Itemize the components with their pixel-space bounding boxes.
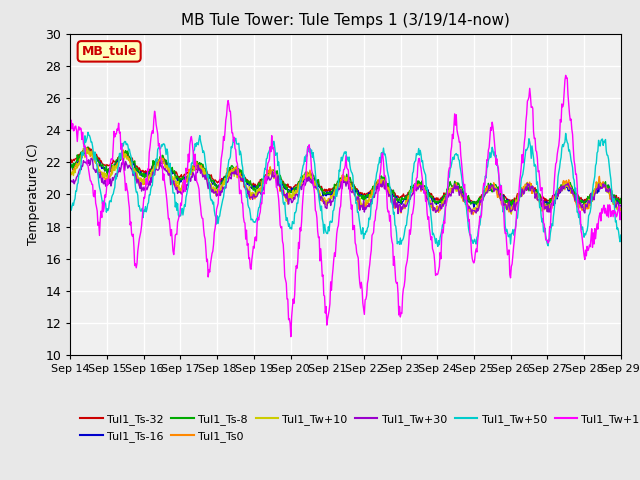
Tul1_Tw+30 bbox=[413, 184, 421, 190]
Line: Tul1_Tw+10: Tul1_Tw+10 bbox=[70, 150, 621, 214]
Tul1_Ts-8 bbox=[617, 196, 625, 202]
Y-axis label: Temperature (C): Temperature (C) bbox=[27, 144, 40, 245]
Line: Tul1_Ts0: Tul1_Ts0 bbox=[70, 148, 621, 215]
Tul1_Ts-32 bbox=[617, 197, 625, 203]
Tul1_Ts0 bbox=[413, 185, 421, 191]
Tul1_Ts-16 bbox=[77, 154, 84, 160]
Tul1_Ts-8 bbox=[413, 178, 421, 184]
Tul1_Tw+10 bbox=[508, 211, 515, 217]
Tul1_Ts-8 bbox=[429, 198, 437, 204]
Tul1_Tw+10 bbox=[67, 168, 74, 173]
Tul1_Tw+10 bbox=[84, 147, 92, 153]
Tul1_Ts-16 bbox=[67, 160, 74, 166]
Tul1_Tw+100 bbox=[189, 146, 196, 152]
Tul1_Ts0 bbox=[429, 204, 437, 210]
Tul1_Tw+50 bbox=[429, 230, 437, 236]
Tul1_Ts-16 bbox=[508, 204, 515, 210]
Tul1_Tw+10 bbox=[617, 207, 625, 213]
Tul1_Ts0 bbox=[83, 145, 90, 151]
Tul1_Ts-32 bbox=[413, 182, 421, 188]
Tul1_Tw+10 bbox=[219, 184, 227, 190]
Legend: Tul1_Ts-32, Tul1_Ts-16, Tul1_Ts-8, Tul1_Ts0, Tul1_Tw+10, Tul1_Tw+30, Tul1_Tw+50,: Tul1_Ts-32, Tul1_Ts-16, Tul1_Ts-8, Tul1_… bbox=[76, 410, 640, 446]
Tul1_Ts-32 bbox=[67, 156, 74, 162]
Tul1_Tw+10 bbox=[77, 156, 84, 162]
Tul1_Tw+50 bbox=[134, 192, 141, 198]
Tul1_Ts-32 bbox=[84, 144, 92, 150]
Tul1_Ts0 bbox=[190, 166, 198, 172]
Tul1_Ts-16 bbox=[84, 146, 92, 152]
Tul1_Tw+30 bbox=[87, 156, 95, 161]
Text: MB_tule: MB_tule bbox=[81, 45, 137, 58]
Tul1_Tw+30 bbox=[617, 203, 625, 208]
Tul1_Tw+50 bbox=[77, 167, 84, 173]
Tul1_Tw+100 bbox=[133, 260, 141, 266]
Tul1_Tw+100 bbox=[617, 209, 625, 215]
Line: Tul1_Ts-32: Tul1_Ts-32 bbox=[70, 147, 621, 203]
Tul1_Ts0 bbox=[77, 156, 84, 162]
Tul1_Tw+30 bbox=[219, 184, 227, 190]
Tul1_Ts-16 bbox=[413, 182, 421, 188]
Tul1_Tw+50 bbox=[413, 152, 421, 157]
Tul1_Ts0 bbox=[219, 180, 227, 186]
Tul1_Tw+30 bbox=[429, 208, 437, 214]
Line: Tul1_Ts-8: Tul1_Ts-8 bbox=[70, 147, 621, 208]
Tul1_Ts0 bbox=[469, 212, 477, 217]
Tul1_Tw+50 bbox=[67, 203, 74, 208]
Tul1_Tw+100 bbox=[429, 248, 437, 254]
Tul1_Ts0 bbox=[617, 205, 625, 211]
Tul1_Ts0 bbox=[67, 174, 74, 180]
Tul1_Ts-32 bbox=[429, 193, 437, 199]
Tul1_Tw+100 bbox=[562, 72, 570, 78]
Title: MB Tule Tower: Tule Temps 1 (3/19/14-now): MB Tule Tower: Tule Temps 1 (3/19/14-now… bbox=[181, 13, 510, 28]
Tul1_Tw+30 bbox=[190, 171, 198, 177]
Tul1_Ts-8 bbox=[190, 168, 198, 174]
Tul1_Tw+10 bbox=[134, 175, 141, 180]
Tul1_Tw+50 bbox=[617, 232, 625, 238]
Tul1_Ts0 bbox=[134, 174, 141, 180]
Tul1_Ts-16 bbox=[429, 199, 437, 204]
Tul1_Ts-8 bbox=[134, 168, 141, 173]
Tul1_Ts-16 bbox=[134, 169, 141, 175]
Tul1_Tw+50 bbox=[219, 197, 227, 203]
Line: Tul1_Tw+100: Tul1_Tw+100 bbox=[70, 75, 621, 336]
Tul1_Tw+10 bbox=[413, 184, 421, 190]
Tul1_Tw+30 bbox=[77, 166, 84, 171]
Tul1_Tw+100 bbox=[77, 125, 84, 131]
Tul1_Ts-32 bbox=[469, 200, 477, 205]
Tul1_Ts-32 bbox=[219, 177, 227, 183]
Tul1_Tw+50 bbox=[84, 130, 92, 135]
Tul1_Ts-32 bbox=[190, 165, 198, 171]
Tul1_Tw+100 bbox=[413, 175, 421, 180]
Tul1_Ts-8 bbox=[543, 205, 550, 211]
Tul1_Tw+30 bbox=[134, 176, 141, 182]
Tul1_Ts-16 bbox=[617, 198, 625, 204]
Tul1_Ts-32 bbox=[77, 150, 84, 156]
Tul1_Ts-8 bbox=[83, 144, 91, 150]
Line: Tul1_Tw+50: Tul1_Tw+50 bbox=[70, 132, 621, 246]
Tul1_Ts-32 bbox=[134, 165, 141, 170]
Tul1_Ts-8 bbox=[67, 162, 74, 168]
Tul1_Tw+30 bbox=[468, 211, 476, 217]
Tul1_Tw+10 bbox=[190, 167, 198, 173]
Tul1_Ts-8 bbox=[219, 181, 227, 187]
Line: Tul1_Tw+30: Tul1_Tw+30 bbox=[70, 158, 621, 214]
Tul1_Tw+10 bbox=[429, 206, 437, 212]
Tul1_Ts-16 bbox=[219, 179, 227, 184]
Tul1_Tw+50 bbox=[434, 243, 442, 249]
Tul1_Ts-16 bbox=[190, 167, 198, 172]
Tul1_Tw+100 bbox=[287, 334, 294, 339]
Line: Tul1_Ts-16: Tul1_Ts-16 bbox=[70, 149, 621, 207]
Tul1_Ts-8 bbox=[77, 156, 84, 161]
Tul1_Tw+100 bbox=[218, 151, 226, 157]
Tul1_Tw+50 bbox=[190, 148, 198, 154]
Tul1_Tw+30 bbox=[67, 180, 74, 185]
Tul1_Tw+100 bbox=[67, 128, 74, 133]
